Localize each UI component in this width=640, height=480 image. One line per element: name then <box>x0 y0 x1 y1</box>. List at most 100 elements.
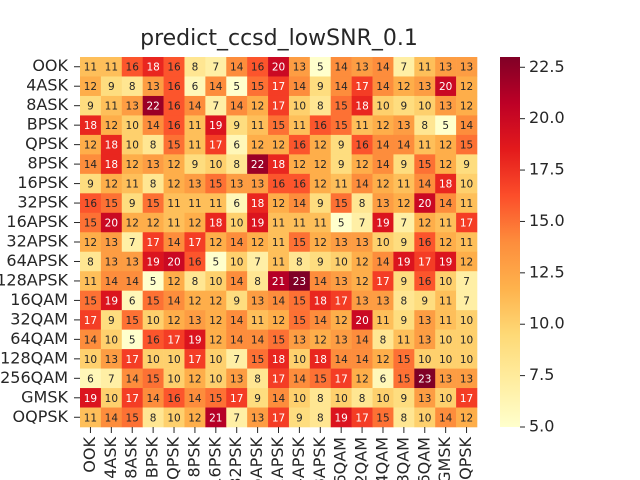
cell-label: 14 <box>84 159 98 171</box>
y-tick-label: 32QAM <box>10 309 68 328</box>
cell-label: 17 <box>188 237 201 249</box>
heatmap-cell <box>247 407 269 428</box>
cell-label: 8 <box>359 393 366 405</box>
cell-label: 14 <box>167 295 181 307</box>
heatmap-cell <box>142 329 164 350</box>
cell-label: 10 <box>167 412 180 424</box>
heatmap-cell <box>80 76 102 97</box>
heatmap-cell <box>247 76 269 97</box>
heatmap-cell <box>247 329 269 350</box>
heatmap-cell <box>121 173 143 194</box>
heatmap-cell <box>163 95 185 116</box>
x-tick-label: OOK <box>80 437 99 473</box>
heatmap-cell <box>435 57 457 77</box>
x-tick-label: QPSK <box>164 436 183 479</box>
heatmap-cell <box>121 154 143 175</box>
cell-label: 8 <box>254 373 261 385</box>
heatmap-cell <box>435 368 457 389</box>
cell-label: 11 <box>418 62 431 74</box>
heatmap-cell <box>435 232 457 253</box>
cell-label: 11 <box>84 276 97 288</box>
cell-label: 14 <box>355 354 369 366</box>
cell-label: 9 <box>296 412 303 424</box>
cell-label: 8 <box>421 120 428 132</box>
heatmap-cell <box>288 115 311 136</box>
heatmap-cell <box>268 115 290 136</box>
cell-label: 12 <box>418 218 431 230</box>
cell-label: 12 <box>209 295 222 307</box>
heatmap-cell <box>226 154 248 175</box>
heatmap-cell <box>372 134 394 155</box>
cell-label: 14 <box>314 315 328 327</box>
cell-label: 8 <box>317 412 324 424</box>
heatmap-cell <box>121 310 143 330</box>
heatmap-cell <box>351 368 373 389</box>
cell-label: 16 <box>355 140 369 152</box>
cell-label: 6 <box>87 373 94 385</box>
cell-label: 9 <box>401 159 408 171</box>
cell-label: 18 <box>272 159 285 171</box>
cell-label: 10 <box>209 276 222 288</box>
heatmap-cell <box>456 349 478 369</box>
cell-label: 8 <box>150 140 157 152</box>
heatmap-cell <box>309 290 332 311</box>
cell-label: 10 <box>376 101 389 113</box>
heatmap-cell <box>121 76 143 97</box>
cell-label: 13 <box>251 412 264 424</box>
heatmap-cell <box>414 193 436 214</box>
cell-label: 17 <box>126 354 139 366</box>
heatmap-cell <box>163 212 185 233</box>
heatmap-cell <box>309 76 332 97</box>
colorbar-tick-label: 15.0 <box>529 211 565 230</box>
heatmap-cell <box>121 349 143 369</box>
cell-label: 12 <box>376 120 389 132</box>
heatmap-cell <box>435 134 457 155</box>
cell-label: 17 <box>334 373 347 385</box>
heatmap-cell <box>268 251 290 272</box>
cell-label: 20 <box>167 256 180 268</box>
heatmap-cell <box>309 407 332 428</box>
heatmap-cell <box>330 115 352 136</box>
heatmap-cell <box>351 349 373 369</box>
heatmap-cell <box>393 368 415 389</box>
heatmap-cell <box>163 271 185 291</box>
cell-label: 15 <box>334 101 347 113</box>
heatmap-cell <box>205 173 227 194</box>
cell-label: 14 <box>188 393 202 405</box>
heatmap-cell <box>100 407 123 428</box>
heatmap-cell <box>247 349 269 369</box>
cell-label: 16 <box>167 81 181 93</box>
cell-label: 11 <box>272 237 285 249</box>
heatmap-cell <box>100 115 123 136</box>
cell-label: 10 <box>418 101 431 113</box>
heatmap-cell <box>268 368 290 389</box>
cell-label: 12 <box>188 218 201 230</box>
heatmap-cell <box>414 368 436 389</box>
heatmap-cell <box>226 173 248 194</box>
cell-label: 8 <box>87 256 94 268</box>
heatmap-cell <box>351 388 373 408</box>
cell-label: 8 <box>317 101 324 113</box>
heatmap-cell <box>393 388 415 408</box>
cell-label: 12 <box>251 140 264 152</box>
heatmap-cell <box>288 212 311 233</box>
heatmap-cell <box>100 173 123 194</box>
x-tick-label: 64QAM <box>372 437 391 480</box>
cell-label: 17 <box>272 81 285 93</box>
cell-label: 12 <box>105 179 118 191</box>
cell-label: 20 <box>272 62 285 74</box>
cell-label: 13 <box>439 101 452 113</box>
heatmap-cell <box>226 232 248 253</box>
heatmap-cell <box>435 388 457 408</box>
heatmap-cell <box>393 271 415 291</box>
cell-label: 12 <box>314 159 327 171</box>
cell-label: 15 <box>84 218 97 230</box>
cell-label: 6 <box>380 373 387 385</box>
cell-label: 14 <box>188 101 202 113</box>
heatmap-cell <box>247 193 269 214</box>
cell-label: 12 <box>460 101 473 113</box>
cell-label: 13 <box>105 237 118 249</box>
cell-label: 8 <box>359 198 366 210</box>
cell-label: 10 <box>439 354 452 366</box>
heatmap-cell <box>205 271 227 291</box>
